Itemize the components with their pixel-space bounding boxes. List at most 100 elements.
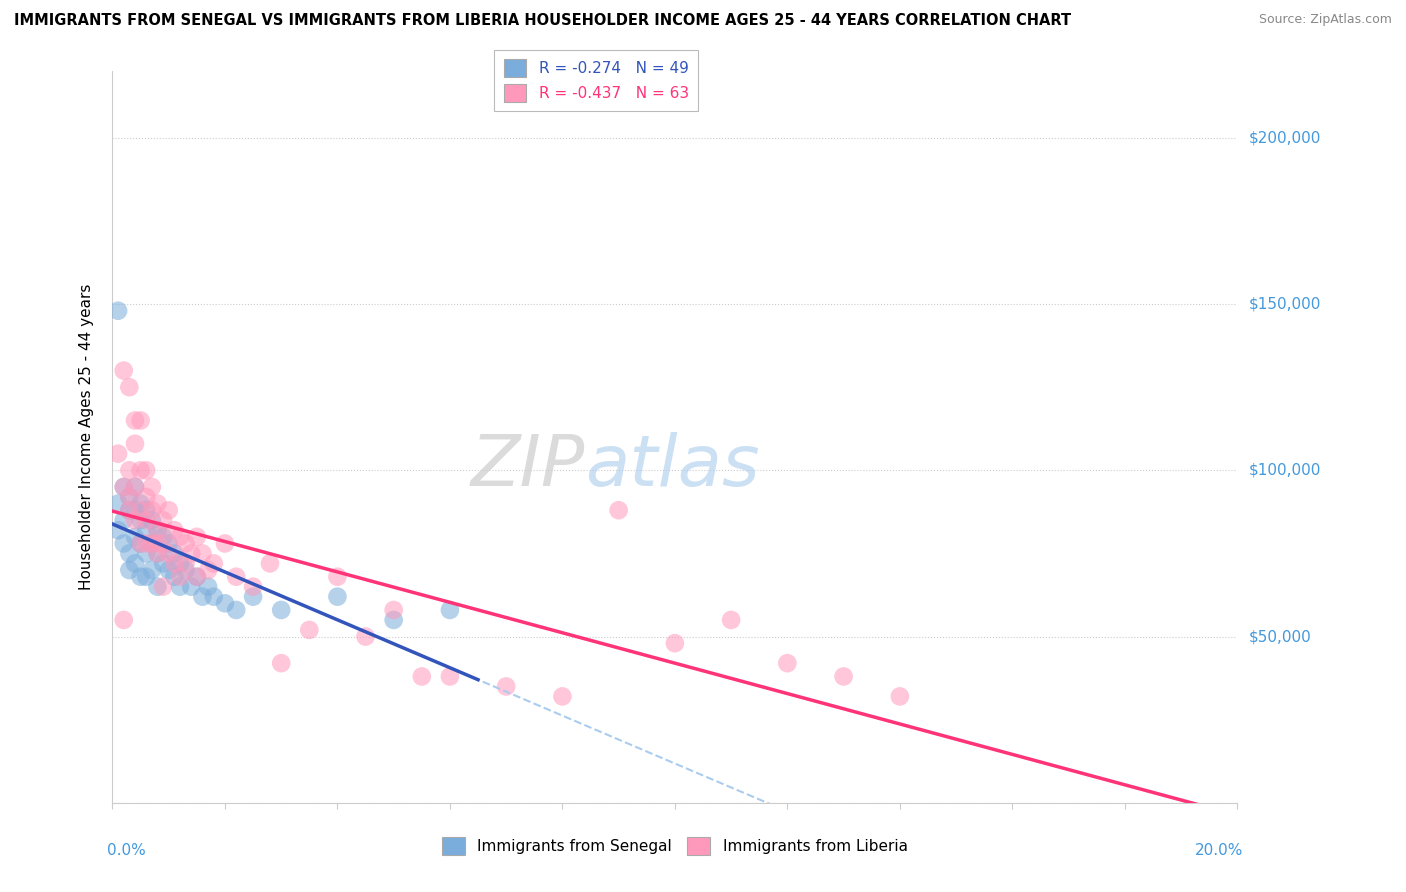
Point [118,563,141,577]
Point [107,303,129,318]
Text: IMMIGRANTS FROM SENEGAL VS IMMIGRANTS FROM LIBERIA HOUSEHOLDER INCOME AGES 25 - : IMMIGRANTS FROM SENEGAL VS IMMIGRANTS FR… [14,13,1071,29]
Point [118,546,141,560]
Point [112,513,135,527]
Point [124,436,146,450]
Point [664,636,686,650]
Point [124,530,146,544]
Point [152,557,174,571]
Point [141,513,163,527]
Point [112,536,135,550]
Point [186,530,208,544]
Point [169,580,191,594]
Point [135,523,157,537]
Point [124,513,146,527]
Point [146,546,169,560]
Point [326,590,349,604]
Point [157,546,180,560]
Point [129,570,152,584]
Point [118,380,141,394]
Point [146,546,169,560]
Point [607,503,630,517]
Point [135,546,157,560]
Point [118,503,141,517]
Point [107,497,129,511]
Text: $50,000: $50,000 [1249,629,1312,644]
Point [776,656,799,670]
Point [141,536,163,550]
Legend: Immigrants from Senegal, Immigrants from Liberia: Immigrants from Senegal, Immigrants from… [436,831,914,861]
Point [135,463,157,477]
Point [118,490,141,504]
Point [141,536,163,550]
Text: 0.0%: 0.0% [107,843,146,858]
Point [141,480,163,494]
Point [124,557,146,571]
Point [157,503,180,517]
Point [202,557,225,571]
Point [163,523,186,537]
Point [118,490,141,504]
Point [135,536,157,550]
Point [298,623,321,637]
Point [146,523,169,537]
Point [495,680,517,694]
Point [112,480,135,494]
Point [163,557,186,571]
Point [214,536,236,550]
Point [118,463,141,477]
Point [169,530,191,544]
Text: $150,000: $150,000 [1249,297,1320,311]
Point [135,570,157,584]
Point [112,480,135,494]
Point [124,503,146,517]
Point [174,563,197,577]
Point [439,669,461,683]
Point [146,497,169,511]
Point [157,563,180,577]
Point [174,557,197,571]
Point [411,669,433,683]
Text: $100,000: $100,000 [1249,463,1320,478]
Point [832,669,855,683]
Point [720,613,742,627]
Point [191,546,214,560]
Point [152,536,174,550]
Point [107,447,129,461]
Point [135,490,157,504]
Point [186,570,208,584]
Point [107,523,129,537]
Point [146,523,169,537]
Text: Source: ZipAtlas.com: Source: ZipAtlas.com [1258,13,1392,27]
Text: atlas: atlas [585,432,759,500]
Point [112,613,135,627]
Point [146,580,169,594]
Point [180,580,202,594]
Point [197,563,219,577]
Point [129,497,152,511]
Point [191,590,214,604]
Point [270,656,292,670]
Point [135,513,157,527]
Point [163,570,186,584]
Point [354,630,377,644]
Point [382,603,405,617]
Text: ZIP: ZIP [471,432,585,500]
Point [382,613,405,627]
Point [112,363,135,377]
Point [152,513,174,527]
Point [186,570,208,584]
Point [439,603,461,617]
Text: 20.0%: 20.0% [1195,843,1243,858]
Point [152,580,174,594]
Point [129,413,152,427]
Point [141,563,163,577]
Point [197,580,219,594]
Point [242,590,264,604]
Point [141,503,163,517]
Point [163,546,186,560]
Y-axis label: Householder Income Ages 25 - 44 years: Householder Income Ages 25 - 44 years [79,284,94,591]
Point [169,557,191,571]
Point [326,570,349,584]
Point [124,480,146,494]
Point [129,536,152,550]
